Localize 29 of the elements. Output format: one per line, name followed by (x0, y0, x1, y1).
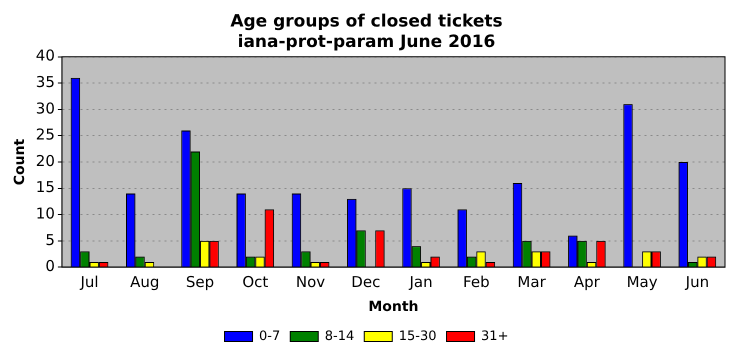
y-tick-label: 20 (36, 152, 55, 170)
legend-label: 0-7 (259, 328, 280, 344)
legend-label: 15-30 (398, 328, 437, 344)
x-tick-label: Aug (130, 273, 160, 292)
x-tick-label: Sep (186, 273, 214, 292)
y-tick-label: 15 (36, 178, 55, 196)
x-tick-label: Jan (408, 273, 433, 292)
legend-label: 31+ (481, 328, 508, 344)
x-tick-label: Apr (574, 273, 601, 292)
x-tick-label: Dec (351, 273, 380, 292)
x-tick-label: Mar (517, 273, 547, 292)
chart-subtitle: iana-prot-param June 2016 (238, 32, 496, 52)
legend-label: 8-14 (324, 328, 354, 344)
y-tick-label: 0 (45, 257, 55, 276)
x-tick-label: Nov (296, 273, 326, 292)
y-axis-title: Count (12, 138, 28, 186)
x-tick-label: Jun (684, 273, 710, 292)
y-tick-label: 10 (36, 204, 55, 222)
y-tick-label: 25 (36, 126, 55, 144)
y-tick-label: 5 (45, 230, 55, 249)
x-tick-label: May (626, 273, 658, 292)
x-axis-title: Month (368, 299, 419, 316)
y-tick-label: 30 (36, 99, 55, 118)
x-tick-label: Feb (463, 273, 490, 292)
x-tick-label: Oct (242, 273, 268, 292)
x-tick-label: Jul (79, 273, 99, 292)
chart-title: Age groups of closed tickets (230, 12, 503, 32)
y-tick-label: 40 (36, 46, 55, 65)
y-tick-label: 35 (36, 72, 55, 91)
